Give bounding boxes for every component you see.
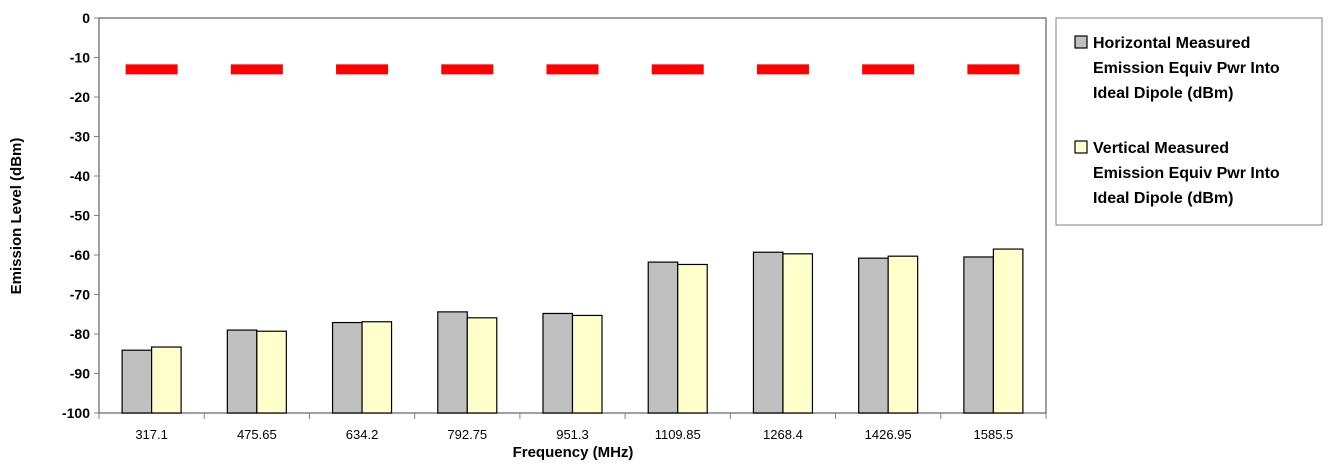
x-tick-label: 317.1 (135, 427, 168, 442)
limit-line-segment (125, 64, 178, 75)
y-tick-label: 0 (82, 10, 90, 26)
limit-line-segment (756, 64, 809, 75)
bar-series-1 (226, 329, 258, 414)
legend-label-2: Vertical Measured (1093, 140, 1229, 157)
bar-series-1 (858, 257, 889, 414)
x-tick-label: 792.75 (447, 427, 487, 442)
bar-series-1 (542, 312, 574, 414)
bar-series-2 (361, 321, 393, 414)
x-axis-title: Frequency (MHz) (513, 444, 634, 461)
bar-series-2 (677, 263, 708, 414)
bar-series-1 (121, 349, 153, 414)
y-tick-label: -10 (70, 50, 90, 66)
y-tick-label: -70 (70, 287, 90, 303)
y-tick-label: -80 (70, 326, 90, 342)
y-tick-label: -100 (62, 405, 90, 421)
limit-line-segment (862, 64, 915, 75)
legend-label-1: Emission Equiv Pwr Into (1093, 60, 1280, 77)
plot-area (98, 17, 1047, 414)
y-tick-label: -20 (70, 89, 90, 105)
x-tick-label: 634.2 (346, 427, 379, 442)
y-tick-label: -90 (70, 366, 90, 382)
x-tick-label: 1109.85 (655, 427, 701, 442)
y-axis-title: Emission Level (dBm) (8, 138, 25, 295)
x-tick-label: 1268.4 (763, 427, 803, 442)
x-axis-ticks: 317.1 475.65 634.2 792.75 951.3 1109.85 1268.4… (98, 413, 1047, 442)
bar-series-2 (992, 248, 1024, 414)
bar-series-2 (256, 330, 287, 414)
bar-series-2 (571, 314, 603, 414)
limit-line-segment (967, 64, 1020, 75)
legend: Horizontal Measured Emission Equiv Pwr In… (1055, 17, 1323, 226)
bar-series-2 (887, 255, 919, 414)
bar-series-2 (466, 317, 498, 414)
limit-line-segment (230, 64, 283, 75)
x-tick-label: 475.65 (237, 427, 277, 442)
x-tick-label: 951.3 (556, 427, 589, 442)
y-axis-ticks: 0 -10 -20 -30 -40 -50 -60 -70 -80 -90 -100 (62, 10, 99, 421)
legend-swatch-2 (1074, 140, 1088, 154)
x-tick-label: 1426.95 (865, 427, 912, 442)
y-tick-label: -30 (70, 129, 90, 145)
bar-series-1 (963, 256, 994, 414)
legend-box (1055, 17, 1323, 226)
legend-swatch-1 (1074, 35, 1088, 49)
limit-line-segment (651, 64, 704, 75)
bar-series-1 (437, 311, 468, 414)
limit-line-segment (546, 64, 599, 75)
bar-series-1 (647, 261, 679, 414)
legend-label-2: Emission Equiv Pwr Into (1093, 165, 1280, 182)
y-tick-label: -50 (70, 208, 90, 224)
legend-label-1: Ideal Dipole (dBm) (1093, 85, 1233, 102)
x-tick-label: 1585.5 (974, 427, 1014, 442)
bar-series-2 (151, 346, 182, 414)
y-tick-label: -40 (70, 168, 90, 184)
limit-line-segment (441, 64, 494, 75)
bar-series-1 (752, 251, 784, 414)
y-tick-label: -60 (70, 247, 90, 263)
limit-line-segment (336, 64, 389, 75)
bar-series-1 (331, 321, 363, 414)
legend-label-2: Ideal Dipole (dBm) (1093, 190, 1233, 207)
legend-label-1: Horizontal Measured (1093, 35, 1250, 52)
bar-series-2 (782, 253, 814, 414)
